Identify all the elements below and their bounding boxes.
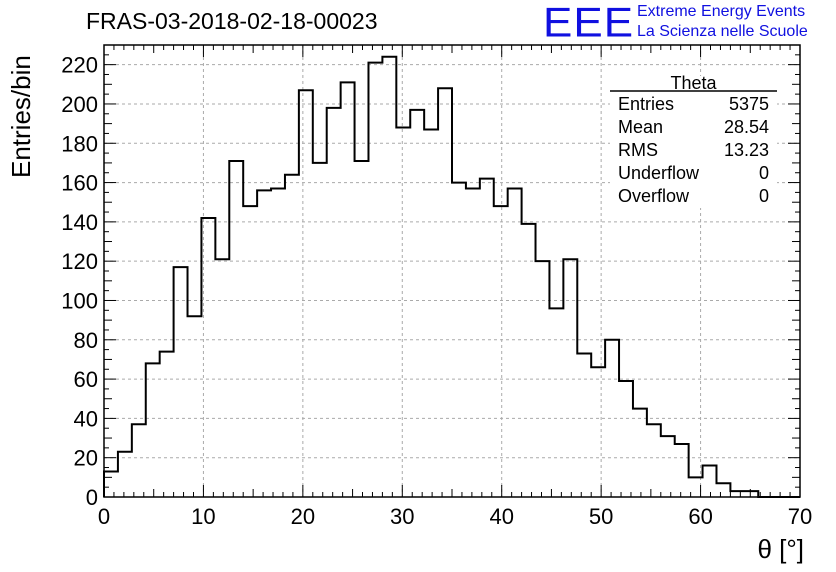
histogram-bin	[424, 130, 438, 497]
histogram-bin	[480, 179, 494, 497]
y-tick-label: 60	[74, 367, 98, 392]
histogram-bin	[201, 218, 215, 497]
histogram-bin	[229, 161, 243, 497]
y-tick-label: 220	[61, 53, 98, 78]
histogram-bin	[633, 409, 647, 497]
histogram-bin	[494, 206, 508, 497]
chart-title: FRAS-03-2018-02-18-00023	[86, 8, 378, 34]
histogram-bin	[215, 259, 229, 497]
histogram-bin	[661, 436, 675, 497]
stats-value: 13.23	[724, 140, 769, 160]
y-tick-label: 140	[61, 210, 98, 235]
histogram-bin	[188, 316, 202, 497]
y-tick-label: 180	[61, 131, 98, 156]
histogram-bin	[368, 63, 382, 497]
x-tick-label: 60	[688, 504, 712, 529]
eee-logo: EEE	[543, 0, 635, 46]
histogram-bin	[563, 259, 577, 497]
histogram-line	[103, 55, 800, 498]
histogram-bin	[730, 491, 744, 497]
stats-value: 5375	[729, 94, 769, 114]
histogram-bin	[591, 367, 605, 497]
logo-line-1: Extreme Energy Events	[637, 3, 806, 20]
histogram-bin	[577, 354, 591, 497]
x-tick-label: 0	[98, 504, 110, 529]
stats-label: Mean	[618, 117, 663, 137]
histogram-bin	[327, 108, 341, 497]
histogram-bin	[508, 188, 522, 497]
stats-value: 0	[759, 186, 769, 206]
histogram-bin	[452, 183, 466, 497]
histogram-bin	[104, 471, 118, 497]
stats-box	[610, 76, 777, 208]
x-tick-label: 10	[191, 504, 215, 529]
histogram-bin	[605, 340, 619, 497]
histogram-bin	[160, 352, 174, 497]
histogram-bin	[522, 224, 536, 497]
histogram-bin	[355, 161, 369, 497]
histogram-bin	[716, 483, 730, 497]
x-axis-label: θ [°]	[757, 534, 804, 564]
histogram-bin	[549, 308, 563, 497]
y-tick-label: 0	[86, 485, 98, 510]
histogram-bin	[466, 188, 480, 497]
y-tick-label: 200	[61, 92, 98, 117]
histogram-bin	[382, 57, 396, 497]
stats-label: RMS	[618, 140, 658, 160]
y-tick-label: 100	[61, 288, 98, 313]
y-tick-label: 20	[74, 446, 98, 471]
x-tick-label: 70	[788, 504, 812, 529]
stats-label: Overflow	[618, 186, 690, 206]
histogram-bin	[703, 466, 717, 497]
histogram-bin	[132, 424, 146, 497]
x-tick-label: 20	[291, 504, 315, 529]
y-tick-label: 40	[74, 406, 98, 431]
histogram-bin	[285, 175, 299, 497]
y-tick-label: 160	[61, 171, 98, 196]
histogram-bin	[243, 206, 257, 497]
stats-label: Underflow	[618, 163, 700, 183]
histogram-bin	[675, 444, 689, 497]
histogram-bin	[313, 163, 327, 497]
histogram-bin	[619, 381, 633, 497]
histogram-bin	[410, 110, 424, 497]
y-axis-label: Entries/bin	[6, 55, 36, 178]
x-tick-label: 30	[390, 504, 414, 529]
histogram-bin	[299, 90, 313, 497]
histogram-bin	[647, 424, 661, 497]
histogram-bin	[118, 452, 132, 497]
x-tick-label: 40	[489, 504, 513, 529]
logo-line-2: La Scienza nelle Scuole	[637, 23, 808, 40]
histogram-bin	[271, 188, 285, 497]
x-tick-label: 50	[589, 504, 613, 529]
histogram-bin	[174, 267, 188, 497]
histogram-bin	[146, 363, 160, 497]
stats-value: 0	[759, 163, 769, 183]
stats-label: Entries	[618, 94, 674, 114]
histogram-bin	[341, 82, 355, 497]
histogram-bin	[744, 491, 758, 497]
stats-value: 28.54	[724, 117, 769, 137]
histogram-bin	[536, 261, 550, 497]
histogram-bin	[396, 128, 410, 497]
stats-name: Theta	[670, 73, 717, 93]
histogram-bin	[257, 190, 271, 497]
y-tick-label: 80	[74, 328, 98, 353]
histogram-bin	[438, 88, 452, 497]
y-tick-label: 120	[61, 249, 98, 274]
